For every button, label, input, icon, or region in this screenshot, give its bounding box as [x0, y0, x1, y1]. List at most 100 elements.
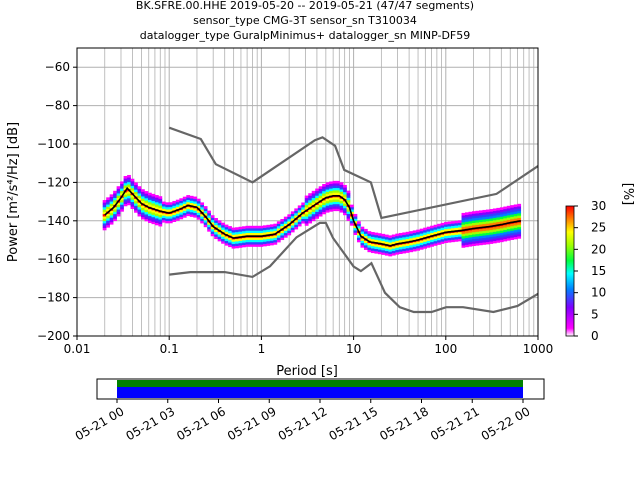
histogram-cell: [370, 250, 375, 254]
histogram-cell: [412, 232, 417, 236]
histogram-cell: [249, 237, 253, 240]
histogram-cell: [147, 211, 152, 214]
histogram-cell: [363, 233, 368, 237]
histogram-cell: [447, 223, 452, 227]
histogram-cell: [343, 191, 347, 195]
histogram-cell: [343, 196, 347, 200]
histogram-cell: [363, 231, 368, 234]
y-tick-label: −60: [45, 60, 70, 74]
histogram-cell: [350, 220, 354, 224]
histogram-cell: [106, 220, 110, 223]
histogram-cell: [374, 251, 379, 254]
histogram-cell: [419, 233, 424, 236]
histogram-cell: [130, 197, 135, 200]
histogram-cell: [151, 214, 156, 218]
histogram-cell: [360, 240, 365, 244]
histogram-cell: [294, 208, 299, 211]
histogram-cell: [510, 223, 515, 227]
histogram-cell: [405, 247, 410, 251]
histogram-cell: [461, 212, 466, 216]
colorbar-label: [%]: [620, 183, 635, 206]
histogram-cell: [433, 243, 438, 246]
histogram-cell: [151, 205, 156, 208]
histogram-cell: [499, 218, 504, 222]
histogram-cell: [283, 216, 288, 220]
histogram-cell: [478, 210, 483, 213]
histogram-cell: [405, 231, 410, 235]
histogram-cell: [391, 248, 396, 251]
histogram-cell: [489, 220, 494, 224]
histogram-cell: [360, 233, 365, 237]
histogram-cell: [130, 206, 135, 209]
histogram-cell: [458, 234, 462, 237]
histogram-cell: [503, 236, 508, 240]
histogram-cell: [478, 240, 483, 243]
histogram-cell: [186, 195, 191, 198]
histogram-cell: [384, 250, 389, 254]
histogram-cell: [391, 252, 396, 256]
histogram-cell: [106, 218, 110, 221]
histogram-cell: [405, 236, 410, 240]
histogram-cell: [273, 230, 278, 234]
histogram-cell: [217, 227, 222, 230]
histogram-cell: [329, 197, 333, 201]
histogram-cell: [221, 236, 225, 240]
histogram-cell: [304, 202, 309, 206]
histogram-cell: [471, 231, 476, 235]
histogram-cell: [228, 237, 232, 241]
histogram-cell: [165, 209, 170, 212]
histogram-cell: [200, 213, 205, 217]
histogram-cell: [255, 228, 260, 231]
histogram-cell: [391, 239, 396, 242]
colorbar-tick-label: 20: [591, 242, 606, 256]
histogram-cell: [485, 216, 490, 220]
histogram-cell: [343, 184, 347, 188]
histogram-cell: [127, 186, 131, 190]
histogram-cell: [193, 208, 198, 211]
histogram-cell: [492, 231, 497, 235]
histogram-cell: [513, 227, 518, 231]
histogram-cell: [346, 190, 351, 194]
histogram-cell: [409, 233, 414, 237]
histogram-cell: [304, 207, 309, 210]
histogram-cell: [172, 203, 177, 206]
histogram-cell: [440, 234, 445, 237]
histogram-cell: [116, 204, 121, 208]
histogram-cell: [353, 227, 358, 231]
histogram-cell: [172, 212, 177, 216]
histogram-cell: [465, 233, 469, 236]
histogram-cell: [116, 209, 121, 212]
histogram-cell: [269, 240, 274, 244]
histogram-cell: [360, 238, 365, 241]
histogram-cell: [109, 212, 114, 216]
histogram-cell: [144, 207, 149, 210]
histogram-cell: [322, 211, 326, 215]
histogram-cell: [102, 209, 107, 212]
histogram-cell: [485, 211, 490, 215]
histogram-cell: [318, 188, 323, 192]
histogram-cell: [221, 234, 225, 237]
histogram-cell: [395, 247, 400, 251]
time-tick-label: 05-21 18: [377, 404, 431, 443]
histogram-cell: [454, 220, 459, 224]
histogram-cell: [242, 242, 246, 245]
histogram-cell: [353, 230, 358, 233]
histogram-cell: [127, 181, 131, 185]
histogram-cell: [224, 226, 229, 230]
histogram-cell: [276, 239, 281, 243]
histogram-cell: [465, 223, 469, 227]
histogram-cell: [461, 238, 466, 241]
histogram-cell: [273, 225, 278, 229]
histogram-cell: [141, 191, 145, 195]
histogram-cell: [329, 199, 333, 203]
histogram-cell: [318, 202, 323, 206]
histogram-cell: [503, 213, 508, 217]
histogram-cell: [147, 208, 152, 212]
histogram-cell: [503, 229, 508, 233]
histogram-cell: [102, 204, 107, 208]
histogram-cell: [294, 219, 299, 223]
x-tick-label: 0.1: [160, 342, 179, 356]
histogram-cell: [200, 216, 205, 219]
histogram-cell: [363, 235, 368, 239]
histogram-cell: [134, 200, 138, 204]
